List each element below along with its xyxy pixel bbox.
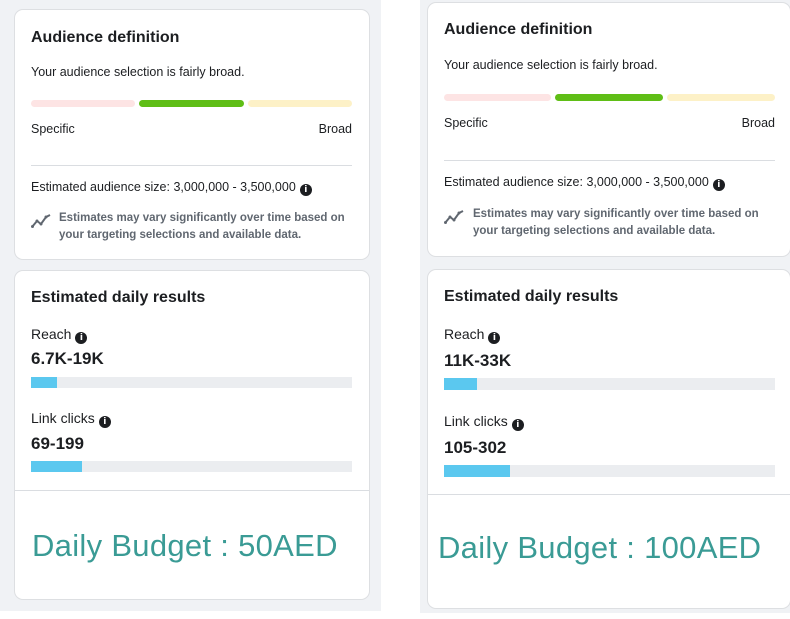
info-icon[interactable]: i: [712, 179, 725, 191]
reach-label: Reach: [31, 326, 72, 342]
audience-size-text: Estimated audience size: 3,000,000 - 3,5…: [444, 175, 709, 189]
estimates-note: Estimates may vary significantly over ti…: [473, 208, 759, 237]
info-icon[interactable]: i: [98, 416, 111, 428]
info-icon[interactable]: i: [75, 332, 88, 344]
fairly-broad-segment: [139, 100, 244, 107]
broad-label: Broad: [318, 122, 352, 136]
reach-label-row: Reach i: [31, 326, 88, 344]
broad-label: Broad: [741, 116, 775, 130]
audience-definition-card: Audience definition Your audience select…: [428, 3, 790, 256]
trend-line-icon: [444, 210, 464, 224]
reach-progress-track: [31, 377, 352, 388]
reach-label: Reach: [444, 326, 485, 342]
estimates-note: Estimates may vary significantly over ti…: [59, 212, 345, 241]
broad-segment: [248, 100, 352, 107]
daily-budget-label: Daily Budget : 100AED: [438, 530, 762, 565]
info-icon[interactable]: i: [299, 184, 312, 196]
divider: [444, 160, 775, 161]
audience-title: Audience definition: [444, 21, 593, 38]
daily-budget-label: Daily Budget : 50AED: [32, 528, 338, 563]
specific-segment: [444, 94, 551, 101]
divider: [31, 165, 352, 166]
link-clicks-value: 69-199: [31, 434, 84, 453]
link-clicks-progress-fill: [31, 461, 83, 472]
audience-title: Audience definition: [31, 29, 180, 46]
link-clicks-label-row: Link clicks i: [31, 410, 111, 428]
daily-results-card: Estimated daily results Reach i 6.7K-19K …: [15, 271, 369, 599]
reach-progress-fill: [444, 378, 478, 390]
left-panel: Audience definition Your audience select…: [0, 0, 381, 611]
broad-segment: [667, 94, 775, 101]
link-clicks-value: 105-302: [444, 438, 507, 457]
divider: [428, 494, 790, 495]
link-clicks-progress-track: [31, 461, 352, 472]
audience-size-row: Estimated audience size: 3,000,000 - 3,5…: [444, 175, 725, 191]
right-panel: Audience definition Your audience select…: [420, 0, 790, 613]
info-icon[interactable]: i: [488, 332, 501, 344]
trend-line-icon: [31, 214, 51, 228]
specific-label: Specific: [31, 122, 75, 136]
fairly-broad-segment: [555, 94, 663, 101]
specific-segment: [31, 100, 135, 107]
daily-results-title: Estimated daily results: [31, 289, 206, 306]
link-clicks-label: Link clicks: [444, 413, 508, 429]
link-clicks-label-row: Link clicks i: [444, 413, 524, 431]
audience-definition-card: Audience definition Your audience select…: [15, 10, 369, 259]
link-clicks-label: Link clicks: [31, 410, 95, 426]
reach-progress-track: [444, 378, 775, 390]
divider: [15, 490, 369, 491]
audience-subtitle: Your audience selection is fairly broad.: [444, 58, 658, 72]
reach-progress-fill: [31, 377, 57, 388]
audience-size-text: Estimated audience size: 3,000,000 - 3,5…: [31, 180, 296, 194]
audience-subtitle: Your audience selection is fairly broad.: [31, 65, 245, 79]
reach-value: 11K-33K: [444, 351, 512, 370]
daily-results-card: Estimated daily results Reach i 11K-33K L…: [428, 270, 790, 608]
reach-value: 6.7K-19K: [31, 349, 104, 368]
link-clicks-progress-fill: [444, 465, 511, 477]
info-icon[interactable]: i: [511, 419, 524, 431]
link-clicks-progress-track: [444, 465, 775, 477]
daily-results-title: Estimated daily results: [444, 288, 619, 305]
specific-label: Specific: [444, 116, 488, 130]
reach-label-row: Reach i: [444, 326, 501, 344]
audience-size-row: Estimated audience size: 3,000,000 - 3,5…: [31, 180, 312, 196]
